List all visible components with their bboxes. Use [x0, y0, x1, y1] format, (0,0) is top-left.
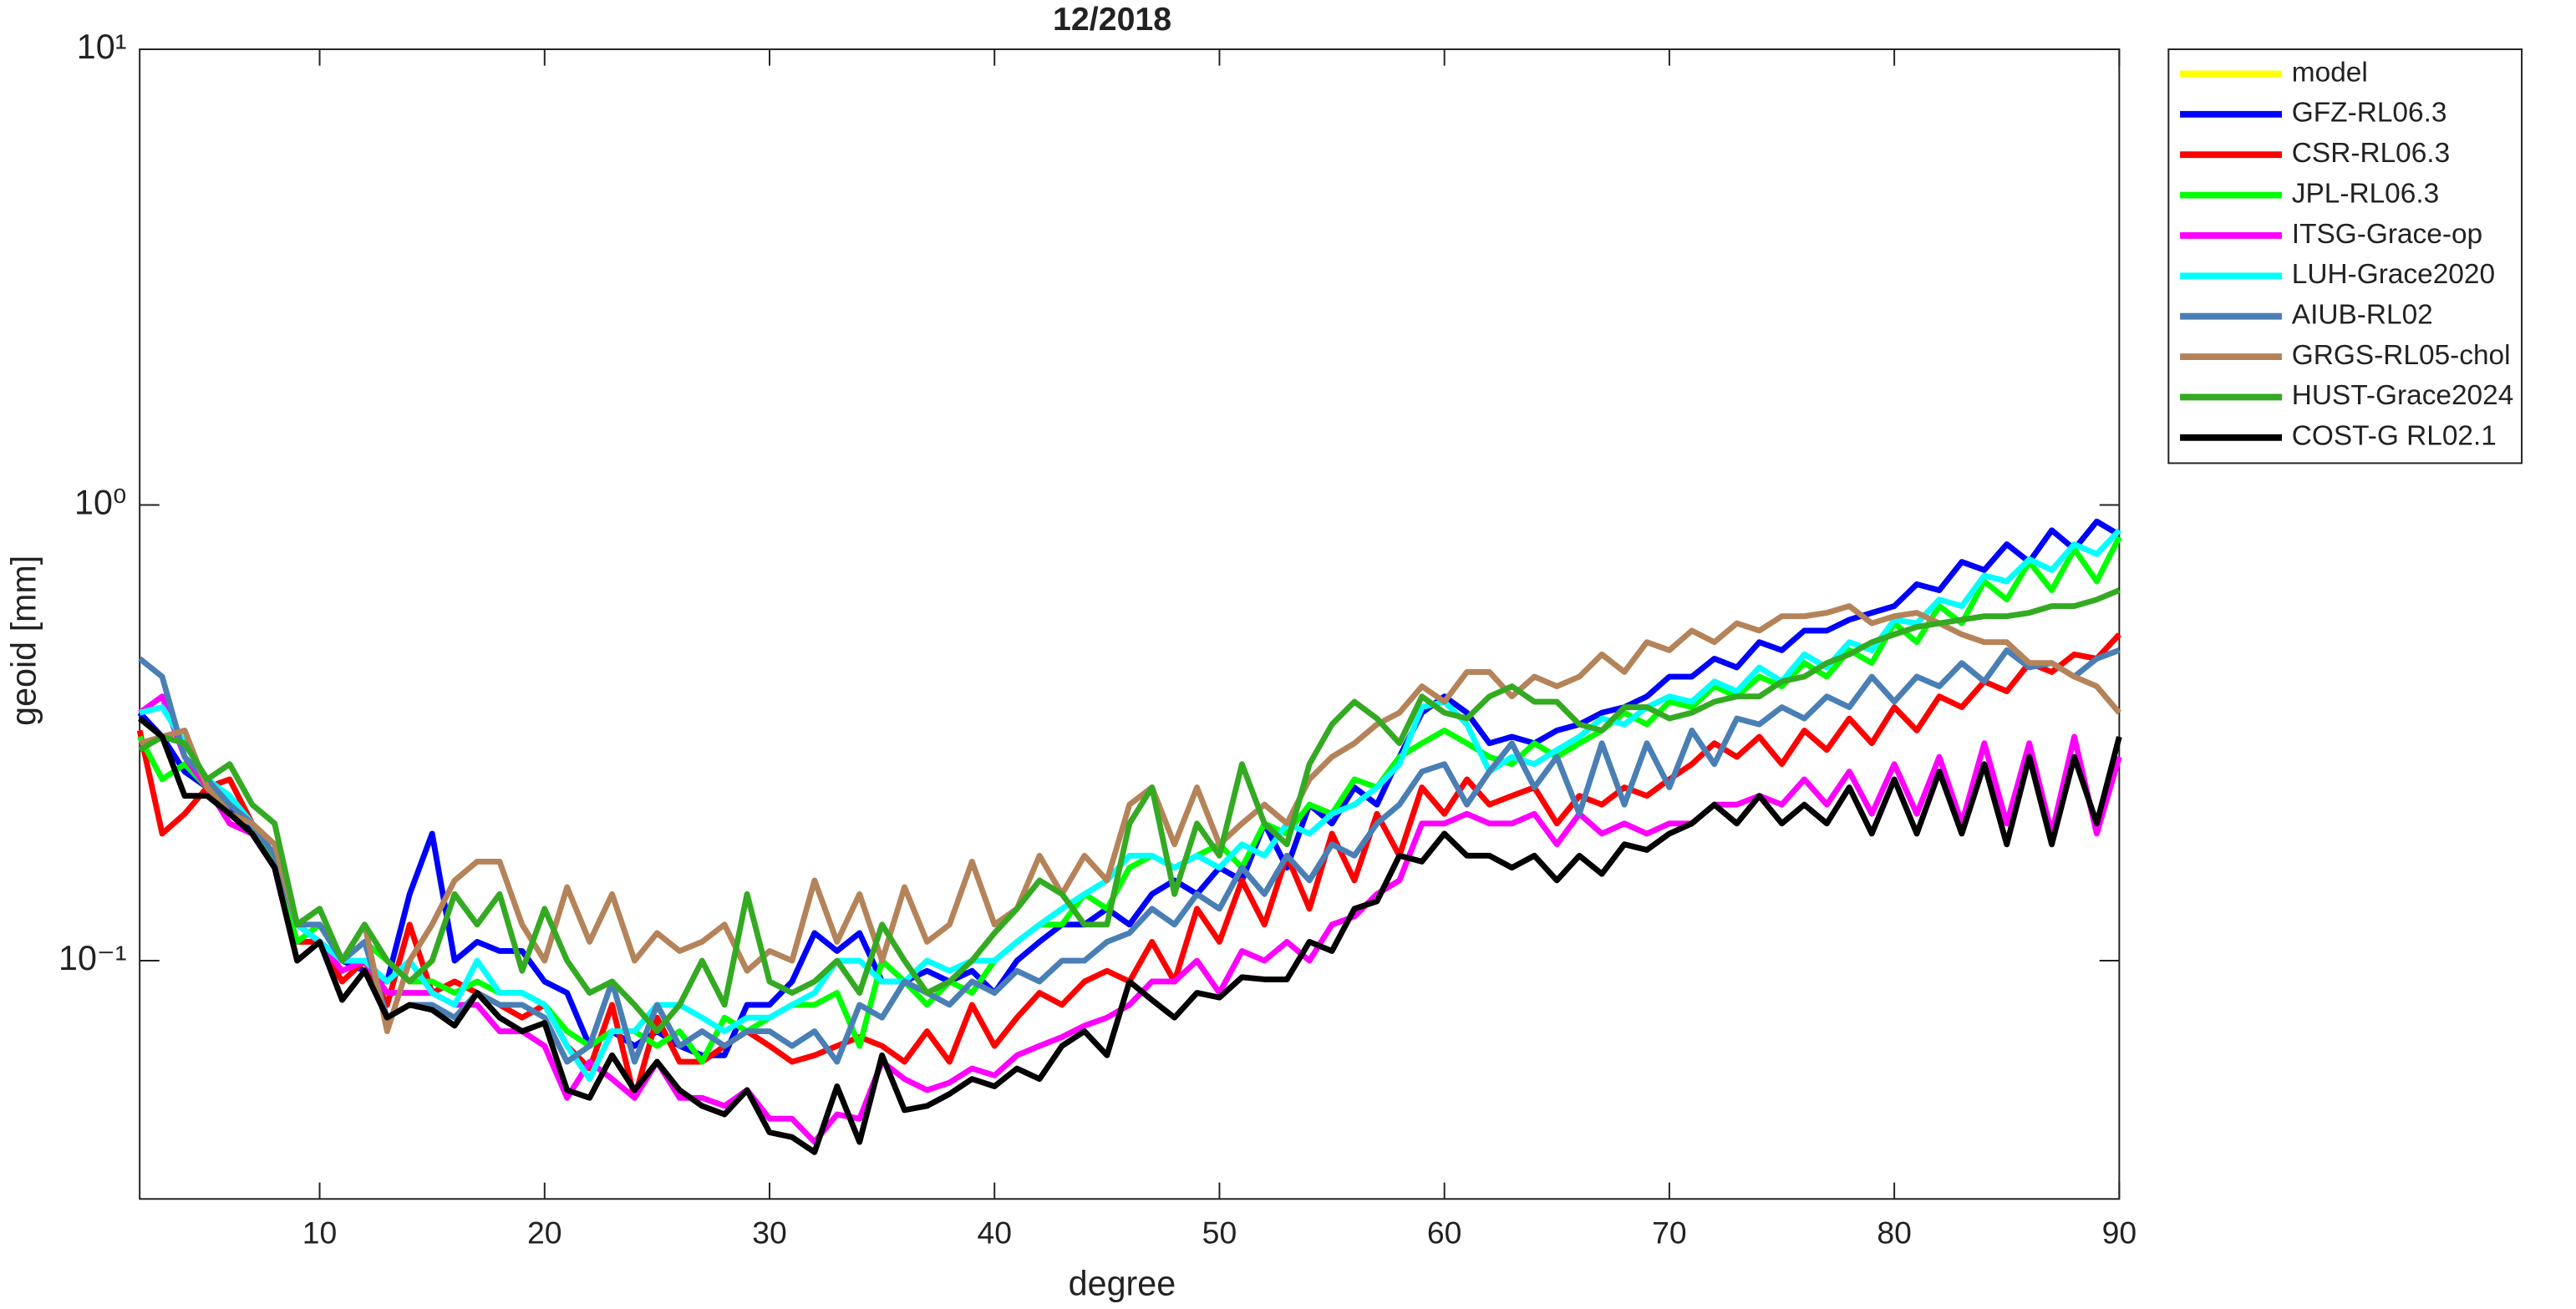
series-line [138, 587, 2121, 1034]
x-tick-label: 70 [1652, 1215, 1687, 1250]
x-tick-label: 20 [527, 1215, 562, 1250]
x-tick-label: 40 [977, 1215, 1012, 1250]
legend-label: COST-G RL02.1 [2292, 421, 2497, 452]
legend-label: AIUB-RL02 [2292, 300, 2433, 331]
x-axis-label: degree [1069, 1264, 1176, 1302]
legend-label: LUH-Grace2020 [2292, 259, 2495, 290]
series-line [139, 528, 2121, 1083]
legend-label: JPL-RL06.3 [2292, 178, 2439, 209]
series-line [139, 603, 2121, 1034]
x-tick-label: 30 [752, 1215, 787, 1250]
legend-label: GFZ-RL06.3 [2292, 98, 2447, 129]
x-tick-label: 80 [1877, 1215, 1912, 1250]
y-tick-label: 10¹ [77, 28, 127, 66]
y-axis-label: geoid [mm] [4, 556, 43, 726]
legend-label: CSR-RL06.3 [2292, 138, 2450, 169]
series-line [138, 716, 2122, 1155]
legend-label: model [2292, 57, 2368, 88]
plot-frame [139, 48, 2121, 1200]
x-tick-label: 50 [1202, 1215, 1237, 1250]
chart-title: 12/2018 [1053, 1, 1171, 38]
series-line [137, 518, 2121, 1058]
y-tick-label: 10⁻¹ [58, 939, 126, 977]
x-tick-label: 60 [1427, 1215, 1462, 1250]
x-tick-label: 10 [302, 1215, 338, 1250]
legend-label: GRGS-RL05-chol [2292, 340, 2511, 371]
legend-label: HUST-Grace2024 [2292, 380, 2514, 411]
legend-label: ITSG-Grace-op [2292, 219, 2482, 250]
x-tick-label: 90 [2102, 1215, 2137, 1250]
y-tick-label: 10⁰ [74, 483, 126, 521]
